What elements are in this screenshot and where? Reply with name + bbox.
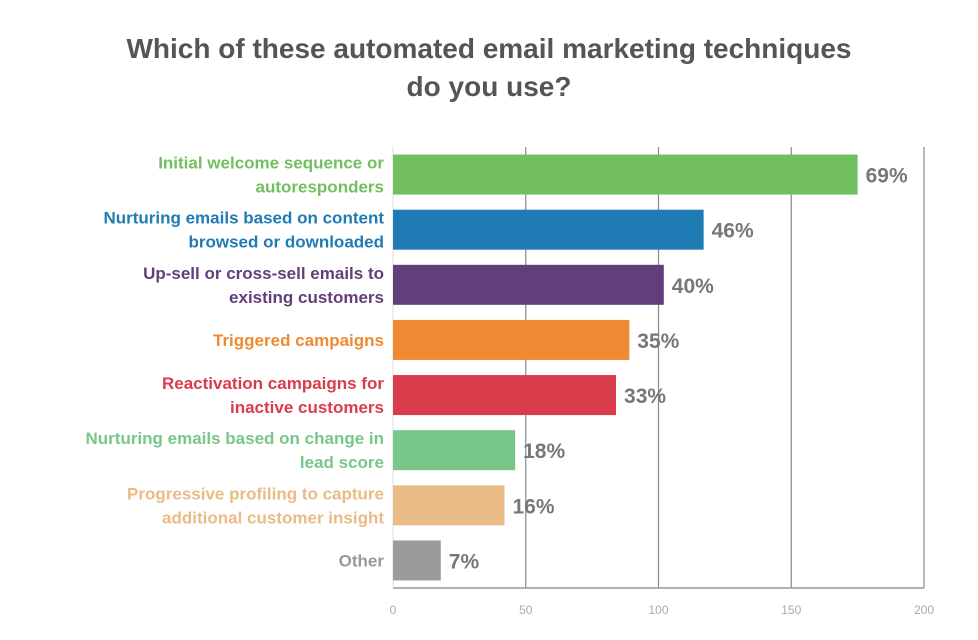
x-tick-label: 200 <box>914 603 934 617</box>
category-label: additional customer insight <box>162 508 384 527</box>
category-label: Up-sell or cross-sell emails to <box>143 264 384 283</box>
data-label: 46% <box>712 220 754 243</box>
bar <box>393 154 858 195</box>
title-line-2: do you use? <box>406 71 572 102</box>
category-label: Progressive profiling to capture <box>127 484 384 503</box>
bar <box>393 540 441 581</box>
bar <box>393 264 664 305</box>
title-line-1: Which of these automated email marketing… <box>126 33 852 64</box>
x-tick-label: 100 <box>648 603 668 617</box>
data-label: 35% <box>637 330 679 353</box>
data-label: 16% <box>513 495 555 518</box>
category-label: Nurturing emails based on change in <box>86 429 385 448</box>
bar <box>393 375 617 416</box>
x-tick-label: 0 <box>390 603 397 617</box>
category-label: Reactivation campaigns for <box>162 374 384 393</box>
chart-title: Which of these automated email marketing… <box>0 30 978 106</box>
data-label: 7% <box>449 550 480 573</box>
bar <box>393 319 630 360</box>
category-label: autoresponders <box>256 178 384 197</box>
category-label: Initial welcome sequence or <box>158 154 384 173</box>
category-label: Other <box>339 551 385 570</box>
data-label: 69% <box>866 165 908 188</box>
x-tick-label: 50 <box>519 603 533 617</box>
bar <box>393 430 516 471</box>
data-label: 40% <box>672 275 714 298</box>
x-tick-label: 150 <box>781 603 801 617</box>
bar <box>393 209 704 250</box>
data-label: 18% <box>523 440 565 463</box>
category-label: existing customers <box>229 288 384 307</box>
category-label: inactive customers <box>230 398 384 417</box>
bar <box>393 485 505 526</box>
category-label: Triggered campaigns <box>213 331 384 350</box>
category-label: browsed or downloaded <box>188 233 384 252</box>
data-label: 33% <box>624 385 666 408</box>
category-label: lead score <box>300 453 384 472</box>
category-label: Nurturing emails based on content <box>103 209 384 228</box>
